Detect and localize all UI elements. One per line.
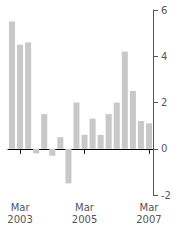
svg-text:Mar: Mar <box>75 202 95 213</box>
svg-text:2003: 2003 <box>7 214 32 225</box>
svg-text:4: 4 <box>161 51 167 62</box>
svg-text:2: 2 <box>161 97 167 108</box>
svg-text:Mar: Mar <box>11 202 31 213</box>
svg-text:6: 6 <box>161 5 167 16</box>
svg-text:Mar: Mar <box>140 202 160 213</box>
svg-text:2007: 2007 <box>136 214 161 225</box>
svg-text:2005: 2005 <box>72 214 97 225</box>
svg-text:-2: -2 <box>161 190 171 201</box>
svg-text:0: 0 <box>161 143 167 154</box>
